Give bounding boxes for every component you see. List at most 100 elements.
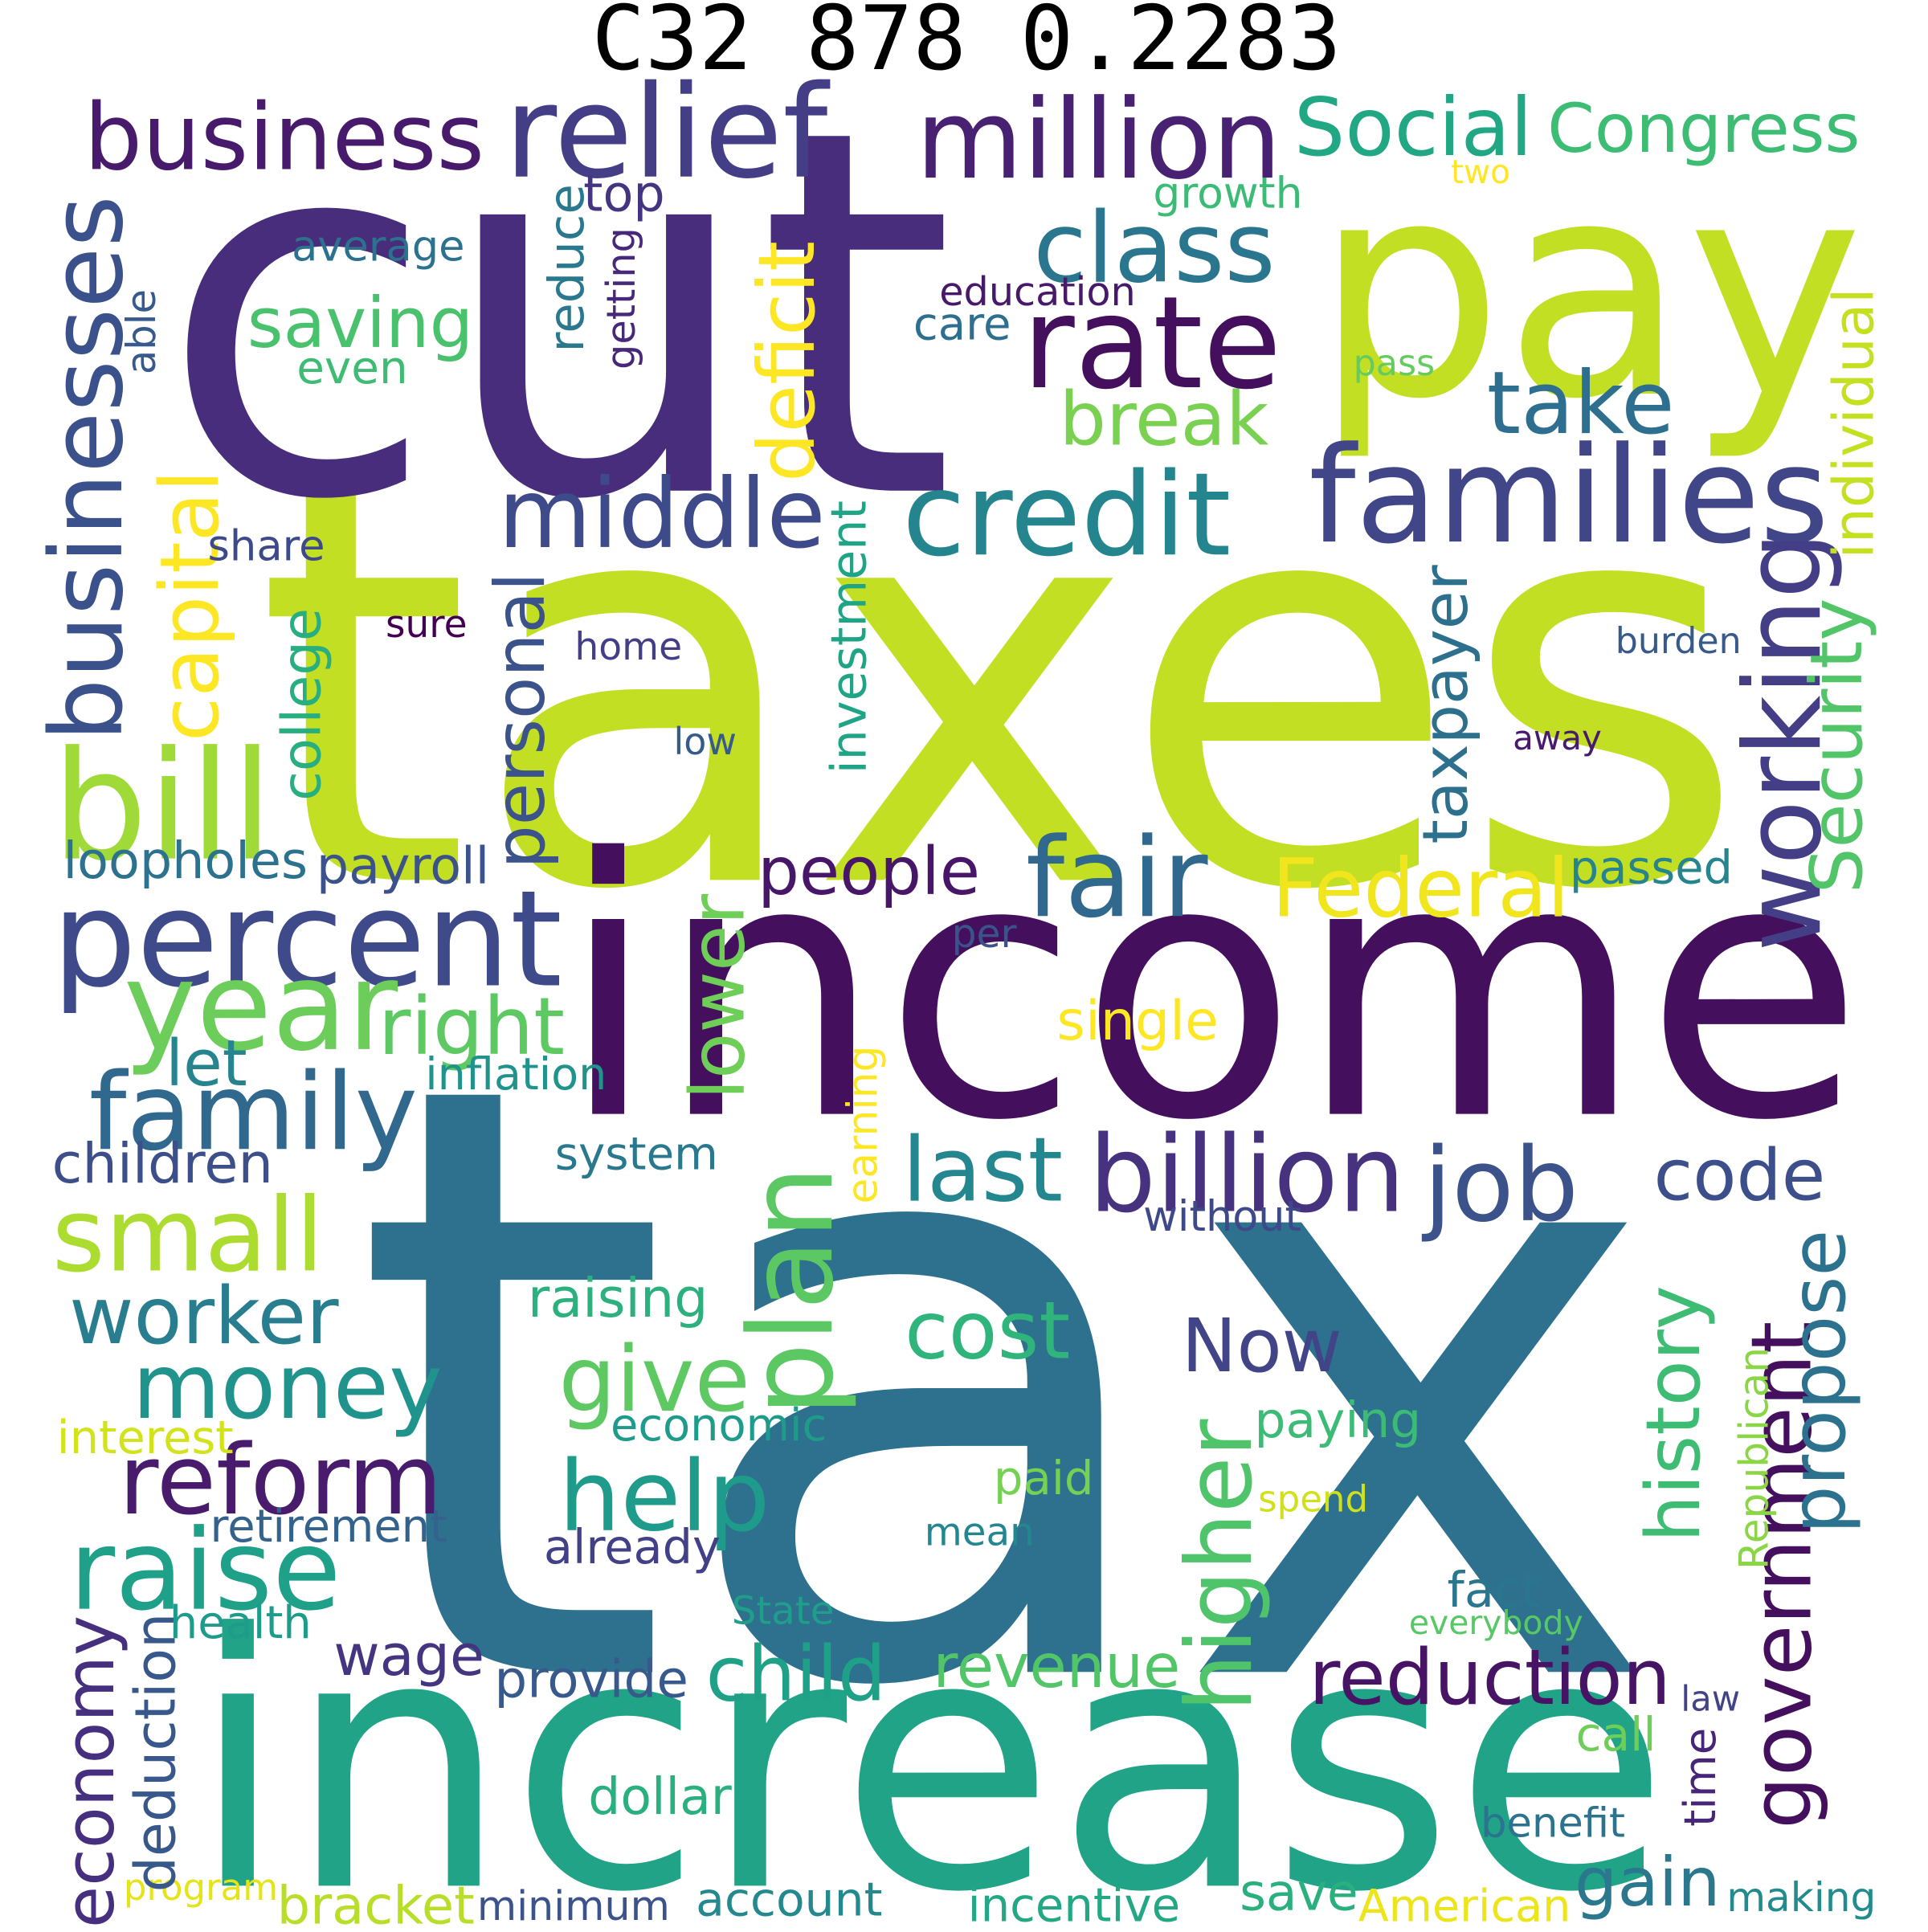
word-small: small	[52, 1176, 324, 1295]
word-pay: pay	[1313, 116, 1864, 464]
word-government: government	[1734, 1321, 1830, 1829]
word-sure: sure	[386, 602, 468, 647]
word-pass: pass	[1354, 343, 1436, 384]
word-congress: Congress	[1547, 89, 1860, 168]
word-taxpayer: taxpayer	[1410, 565, 1482, 843]
word-paying: paying	[1255, 1392, 1422, 1449]
word-plan: plan	[725, 1166, 860, 1416]
word-fact: fact	[1448, 1562, 1540, 1619]
word-incentive: incentive	[968, 1878, 1181, 1928]
word-children: children	[52, 1132, 273, 1196]
word-economy: economy	[51, 1615, 130, 1928]
word-code: code	[1653, 1134, 1825, 1217]
word-making: making	[1726, 1873, 1876, 1921]
word-history: history	[1630, 1285, 1717, 1542]
word-higher: higher	[1166, 1419, 1272, 1711]
word-cost: cost	[905, 1285, 1070, 1377]
word-growth: growth	[1153, 167, 1302, 218]
word-right: right	[378, 981, 565, 1073]
word-time: time	[1674, 1728, 1726, 1827]
word-lower: lower	[674, 893, 762, 1100]
word-people: people	[758, 834, 980, 910]
word-without: without	[1143, 1192, 1301, 1241]
word-interest: interest	[57, 1411, 234, 1464]
word-last: last	[902, 1118, 1063, 1222]
word-working: working	[1722, 532, 1845, 952]
word-personal: personal	[481, 572, 561, 868]
word-deficit: deficit	[741, 241, 832, 482]
word-revenue: revenue	[933, 1631, 1181, 1701]
word-federal: Federal	[1272, 842, 1570, 936]
word-capital: capital	[142, 470, 237, 741]
word-year: year	[124, 936, 398, 1079]
cloud-title: C32 878 0.2283	[591, 0, 1341, 91]
word-worker: worker	[69, 1271, 339, 1362]
word-cut: cut	[159, 22, 955, 611]
word-passed: passed	[1570, 841, 1733, 895]
word-loopholes: loopholes	[63, 831, 308, 890]
word-inflation: inflation	[425, 1048, 607, 1101]
word-minimum: minimum	[477, 1882, 670, 1928]
word-spend: spend	[1258, 1478, 1368, 1521]
word-now: Now	[1182, 1303, 1342, 1389]
word-class: class	[1033, 190, 1276, 304]
word-raising: raising	[528, 1267, 709, 1330]
word-families: families	[1309, 419, 1829, 574]
word-even: even	[296, 342, 407, 394]
word-provide: provide	[494, 1649, 688, 1709]
word-already: already	[544, 1519, 721, 1575]
word-save: save	[1240, 1862, 1358, 1922]
word-gain: gain	[1575, 1843, 1721, 1922]
word-investment: investment	[822, 500, 878, 774]
word-rate: rate	[1022, 268, 1281, 418]
word-retirement: retirement	[210, 1501, 447, 1553]
word-program: program	[124, 1866, 278, 1909]
word-percent: percent	[52, 862, 562, 1017]
word-deduction: deduction	[123, 1613, 188, 1893]
word-reduction: reduction	[1309, 1634, 1671, 1722]
word-mean: mean	[925, 1510, 1035, 1555]
word-home: home	[574, 625, 682, 669]
word-child: child	[705, 1631, 886, 1719]
word-college: college	[270, 608, 333, 801]
word-money: money	[133, 1334, 443, 1440]
word-social: Social	[1294, 80, 1533, 174]
word-raise: raise	[69, 1505, 341, 1636]
word-getting: getting	[598, 227, 644, 370]
word-average: average	[292, 222, 464, 271]
word-state: State	[732, 1588, 835, 1633]
word-middle: middle	[498, 459, 826, 570]
word-credit: credit	[902, 447, 1231, 582]
word-individual: individual	[1822, 288, 1886, 558]
word-top: top	[583, 164, 665, 223]
word-economic: economic	[611, 1399, 827, 1452]
word-american: American	[1358, 1881, 1571, 1928]
word-let: let	[165, 1027, 247, 1101]
word-relief: relief	[504, 58, 831, 207]
word-earning: earning	[839, 1046, 888, 1204]
word-increase: increase	[189, 1560, 1669, 1928]
word-job: job	[1421, 1126, 1579, 1244]
word-paid: paid	[994, 1451, 1094, 1505]
word-payroll: payroll	[317, 836, 489, 896]
word-reduce: reduce	[539, 184, 595, 352]
word-account: account	[696, 1873, 882, 1927]
word-tax: tax	[349, 909, 1662, 1866]
word-health: health	[170, 1597, 312, 1649]
word-income: income	[558, 783, 1864, 1199]
word-business: business	[84, 84, 484, 190]
word-benefit: benefit	[1481, 1799, 1625, 1847]
word-take: take	[1487, 353, 1675, 454]
word-saving: saving	[247, 284, 473, 364]
word-bill: bill	[52, 720, 273, 895]
word-everybody: everybody	[1409, 1603, 1583, 1642]
word-per: per	[952, 912, 1018, 957]
word-security: Security	[1795, 598, 1879, 894]
word-reform: reform	[119, 1424, 443, 1537]
word-system: system	[555, 1128, 718, 1180]
word-bracket: bracket	[277, 1875, 475, 1928]
word-call: call	[1576, 1707, 1656, 1762]
